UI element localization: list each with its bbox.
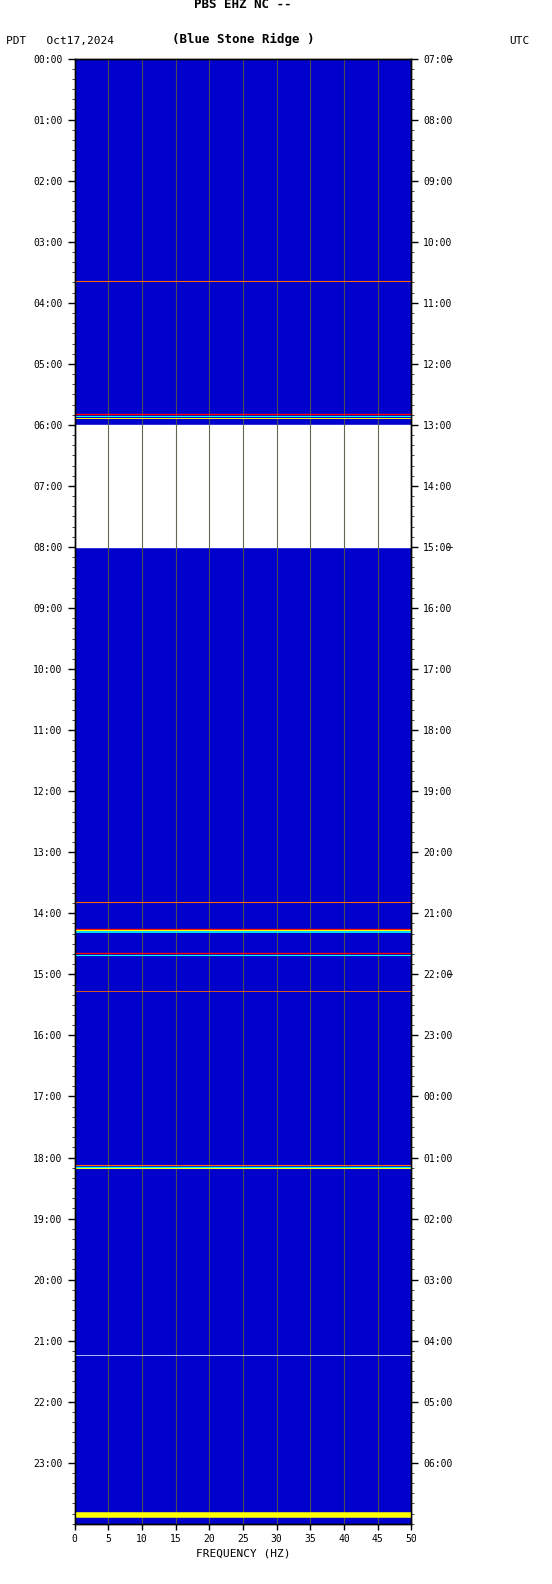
Text: (Blue Stone Ridge ): (Blue Stone Ridge ) [172, 33, 314, 46]
X-axis label: FREQUENCY (HZ): FREQUENCY (HZ) [195, 1549, 290, 1559]
Text: PDT   Oct17,2024: PDT Oct17,2024 [6, 36, 114, 46]
Text: —: — [447, 969, 453, 979]
Bar [75, 425, 411, 546]
Text: UTC: UTC [509, 36, 530, 46]
Text: PBS EHZ NC --: PBS EHZ NC -- [194, 0, 291, 11]
Text: —: — [447, 54, 453, 63]
Text: —: — [447, 542, 453, 551]
